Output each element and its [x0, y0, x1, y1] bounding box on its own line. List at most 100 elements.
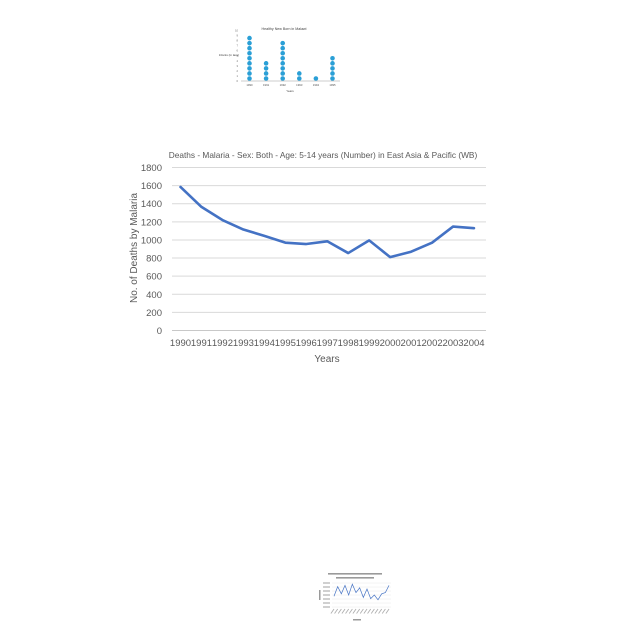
dot-chart-dot — [263, 76, 269, 81]
line-chart-y-tick-label: 400 — [146, 290, 162, 301]
dot-chart-title: Healthy New Born in Malawi — [262, 27, 307, 31]
thumbnail-chart-x-tick-label — [363, 608, 368, 614]
line-chart-x-tick-label: 1999 — [359, 338, 380, 349]
line-chart: Deaths - Malaria - Sex: Both - Age: 5-14… — [129, 150, 486, 365]
line-chart-x-ticks: 1990 1991 1992 1993 1994 1995 1996 1997 1998 1999… — [170, 338, 485, 349]
dot-chart-dot — [247, 40, 252, 46]
dot-chart-dot — [247, 35, 252, 41]
dot-chart-y-tick-label: 10 — [235, 29, 238, 33]
dot-chart-dot — [280, 76, 286, 81]
thumbnail-chart-y-tick-label — [323, 590, 330, 592]
line-chart-x-tick-label: 1993 — [233, 338, 254, 349]
dot-chart-dot — [280, 50, 286, 56]
thumbnail-chart-y-tick-label — [323, 586, 330, 588]
dot-chart-x-tick-label: 1994 — [313, 83, 320, 87]
thumbnail-chart-x-tick-label — [378, 608, 383, 614]
line-chart-x-tick-label: 2000 — [380, 338, 401, 349]
dot-chart-dot — [247, 61, 252, 66]
dot-chart-dot — [330, 66, 335, 71]
thumbnail-chart-x-tick-label — [348, 608, 353, 614]
dot-chart-dot — [330, 56, 335, 61]
dot-chart-y-tick-label: 9 — [237, 34, 239, 38]
dot-chart-x-tick-label: 1991 — [263, 83, 270, 87]
dot-chart-x-tick-label: 1993 — [296, 83, 303, 87]
dot-chart-y-tick-label: 3 — [237, 64, 239, 68]
dot-chart-dot — [330, 61, 335, 66]
line-chart-gridlines — [172, 167, 486, 313]
thumbnail-chart-points — [333, 584, 390, 600]
thumbnail-chart-y-tick-label — [323, 606, 330, 608]
dot-chart-dot — [280, 66, 286, 71]
thumbnail-chart-x-tick-label — [337, 608, 342, 614]
thumbnail-chart-x-tick-label — [359, 608, 364, 614]
thumbnail-chart-y-ticks — [323, 582, 330, 608]
dot-chart-x-tick-label: 1990 — [246, 83, 253, 87]
line-chart-x-tick-label: 2004 — [463, 338, 484, 349]
thumbnail-line-chart — [319, 573, 391, 621]
dot-chart-dot — [280, 40, 286, 46]
dot-chart-dot — [297, 71, 302, 76]
thumbnail-chart-x-tick-label — [352, 608, 357, 614]
dot-chart-x-tick-label: 1995 — [329, 83, 336, 87]
line-chart-y-tick-label: 1000 — [141, 235, 162, 246]
line-chart-y-tick-label: 1200 — [141, 217, 162, 228]
line-chart-y-ticks: 0 200 400 600 800 1000 1200 1400 1600 1800 — [141, 163, 162, 337]
dot-chart-dot — [313, 76, 319, 81]
line-chart-x-tick-label: 1996 — [296, 338, 317, 349]
dot-chart-y-tick-label: 1 — [237, 74, 239, 78]
dot-chart-dot — [247, 66, 252, 71]
line-chart-x-tick-label: 1990 — [170, 338, 191, 349]
dot-chart-y-tick-label: 2 — [237, 69, 239, 73]
dot-chart-dot — [280, 61, 286, 66]
thumbnail-chart-x-tick-label — [385, 608, 390, 614]
dot-chart-dot — [247, 50, 252, 56]
dot-chart-x-axis-label: Years — [286, 89, 294, 93]
dot-chart-dot — [280, 56, 286, 61]
line-chart-x-tick-label: 2001 — [401, 338, 422, 349]
dot-chart-y-axis-label: Infants (in lacs) — [219, 53, 239, 57]
thumbnail-chart-x-tick-label — [341, 608, 346, 614]
dot-chart-y-tick-label: 6 — [237, 49, 239, 53]
thumbnail-chart-x-tick-label — [367, 608, 372, 614]
thumbnail-chart-x-tick-label — [374, 608, 379, 614]
line-chart-x-tick-label: 1991 — [191, 338, 212, 349]
thumbnail-chart-y-tick-label — [323, 594, 330, 596]
line-chart-points — [180, 186, 475, 258]
line-chart-x-tick-label: 1992 — [212, 338, 233, 349]
dot-chart-dot — [247, 76, 252, 81]
thumbnail-chart-y-tick-label — [323, 582, 330, 584]
dot-chart-dot — [330, 76, 335, 81]
dot-chart-y-tick-label: 0 — [237, 79, 239, 83]
dot-chart-y-tick-label: 8 — [237, 39, 239, 43]
dot-chart-dot — [247, 45, 252, 51]
line-chart-y-tick-label: 0 — [157, 326, 162, 337]
line-chart-y-tick-label: 600 — [146, 272, 162, 283]
line-chart-title: Deaths - Malaria - Sex: Both - Age: 5-14… — [169, 150, 478, 160]
thumbnail-chart-x-tick-label — [345, 608, 350, 614]
line-chart-y-tick-label: 1400 — [141, 199, 162, 210]
dot-chart: Healthy New Born in Malawi Infants (in l… — [219, 27, 340, 93]
line-chart-y-tick-label: 1800 — [141, 163, 162, 174]
dot-chart-dot — [297, 76, 302, 81]
line-chart-x-axis-label: Years — [314, 354, 339, 365]
dot-chart-y-tick-label: 7 — [237, 44, 239, 48]
thumbnail-chart-x-axis-label — [353, 619, 361, 621]
thumbnail-chart-x-tick-label — [370, 608, 375, 614]
thumbnail-chart-x-tick-label — [356, 608, 361, 614]
dot-chart-y-tick-label: 4 — [237, 59, 239, 63]
thumbnail-chart-x-tick-label — [334, 608, 339, 614]
thumbnail-chart-title — [328, 573, 382, 579]
dot-chart-y-tick-label: 5 — [237, 54, 239, 58]
dot-chart-dot — [330, 71, 335, 76]
thumbnail-chart-y-tick-label — [323, 602, 330, 604]
thumbnail-chart-x-ticks — [330, 608, 390, 614]
line-chart-y-tick-label: 1600 — [141, 181, 162, 192]
line-chart-y-axis-label: No. of Deaths by Malaria — [129, 193, 140, 303]
line-chart-x-tick-label: 1994 — [254, 338, 275, 349]
thumbnail-chart-series-line — [333, 583, 390, 601]
line-chart-x-tick-label: 1998 — [338, 338, 359, 349]
thumbnail-chart-y-tick-label — [323, 598, 330, 600]
dot-chart-dot — [263, 66, 269, 71]
